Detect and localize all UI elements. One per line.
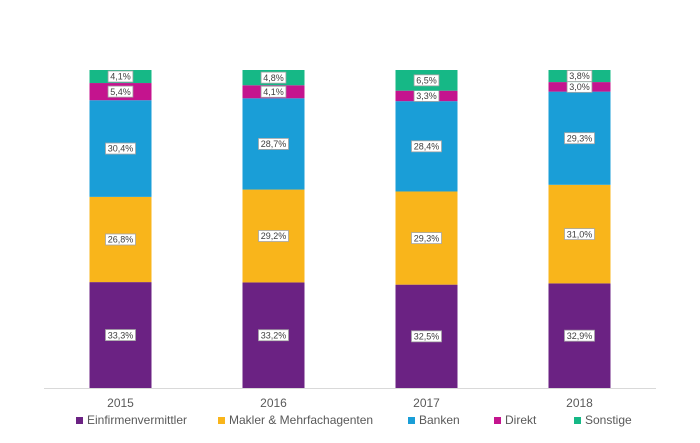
data-label: 28,7% bbox=[261, 139, 287, 149]
data-label: 29,3% bbox=[414, 233, 440, 243]
data-label: 33,2% bbox=[261, 330, 287, 340]
data-label-box bbox=[105, 142, 136, 155]
data-label-box bbox=[260, 71, 287, 84]
x-tick-label: 2018 bbox=[566, 396, 593, 410]
data-label-box bbox=[258, 138, 289, 150]
data-label: 33,3% bbox=[108, 330, 134, 340]
data-label: 4,1% bbox=[263, 87, 284, 97]
legend-swatch bbox=[408, 416, 415, 424]
data-label-box bbox=[107, 85, 134, 98]
data-label: 6,5% bbox=[416, 76, 437, 86]
legend-label: Makler & Mehrfachagenten bbox=[229, 413, 374, 427]
chart-legend: Einfirmenvermittler Makler & Mehrfachagen… bbox=[0, 413, 700, 433]
data-label: 32,9% bbox=[567, 331, 593, 341]
x-tick-label: 2017 bbox=[413, 396, 440, 410]
data-label-box bbox=[411, 140, 442, 153]
data-label-box bbox=[258, 329, 289, 342]
legend-item: Sonstige bbox=[574, 413, 632, 427]
data-label: 29,3% bbox=[567, 133, 593, 143]
x-tick-label: 2016 bbox=[260, 396, 287, 410]
data-label-box bbox=[411, 330, 442, 343]
data-label: 26,8% bbox=[108, 235, 134, 245]
legend-label: Direkt bbox=[505, 413, 537, 427]
legend-label: Sonstige bbox=[585, 413, 632, 427]
legend-swatch bbox=[574, 416, 581, 424]
data-label: 28,4% bbox=[414, 142, 440, 152]
data-label: 4,1% bbox=[110, 72, 131, 82]
data-label-box bbox=[411, 232, 442, 244]
legend-label: Einfirmenvermittler bbox=[87, 413, 188, 427]
legend-swatch bbox=[76, 416, 83, 424]
x-tick-label: 2015 bbox=[107, 396, 134, 410]
data-label: 3,8% bbox=[569, 71, 590, 81]
data-label-box bbox=[413, 74, 440, 87]
data-label: 5,4% bbox=[110, 87, 131, 97]
data-label-box bbox=[105, 329, 136, 341]
legend-item: Direkt bbox=[494, 413, 536, 427]
legend-item: Einfirmenvermittler bbox=[76, 413, 187, 427]
legend-label: Banken bbox=[419, 413, 460, 427]
data-label: 3,3% bbox=[416, 91, 437, 101]
data-label: 32,5% bbox=[414, 332, 440, 342]
data-label-box bbox=[260, 85, 287, 98]
data-label-box bbox=[564, 132, 595, 145]
data-label-box bbox=[258, 230, 289, 242]
legend-swatch bbox=[218, 416, 225, 424]
data-label: 30,4% bbox=[108, 144, 134, 154]
data-label: 4,8% bbox=[263, 73, 284, 83]
data-label-box bbox=[107, 70, 134, 83]
data-label-box bbox=[105, 233, 136, 246]
legend-item: Makler & Mehrfachagenten bbox=[218, 413, 373, 427]
data-label: 31,0% bbox=[567, 229, 593, 239]
data-label-box bbox=[564, 329, 595, 342]
data-label-box bbox=[564, 228, 595, 240]
data-label: 29,2% bbox=[261, 231, 287, 241]
data-label: 3,0% bbox=[569, 82, 590, 92]
legend-swatch bbox=[494, 416, 501, 424]
data-label-box bbox=[566, 70, 593, 82]
legend-item: Banken bbox=[408, 413, 460, 427]
